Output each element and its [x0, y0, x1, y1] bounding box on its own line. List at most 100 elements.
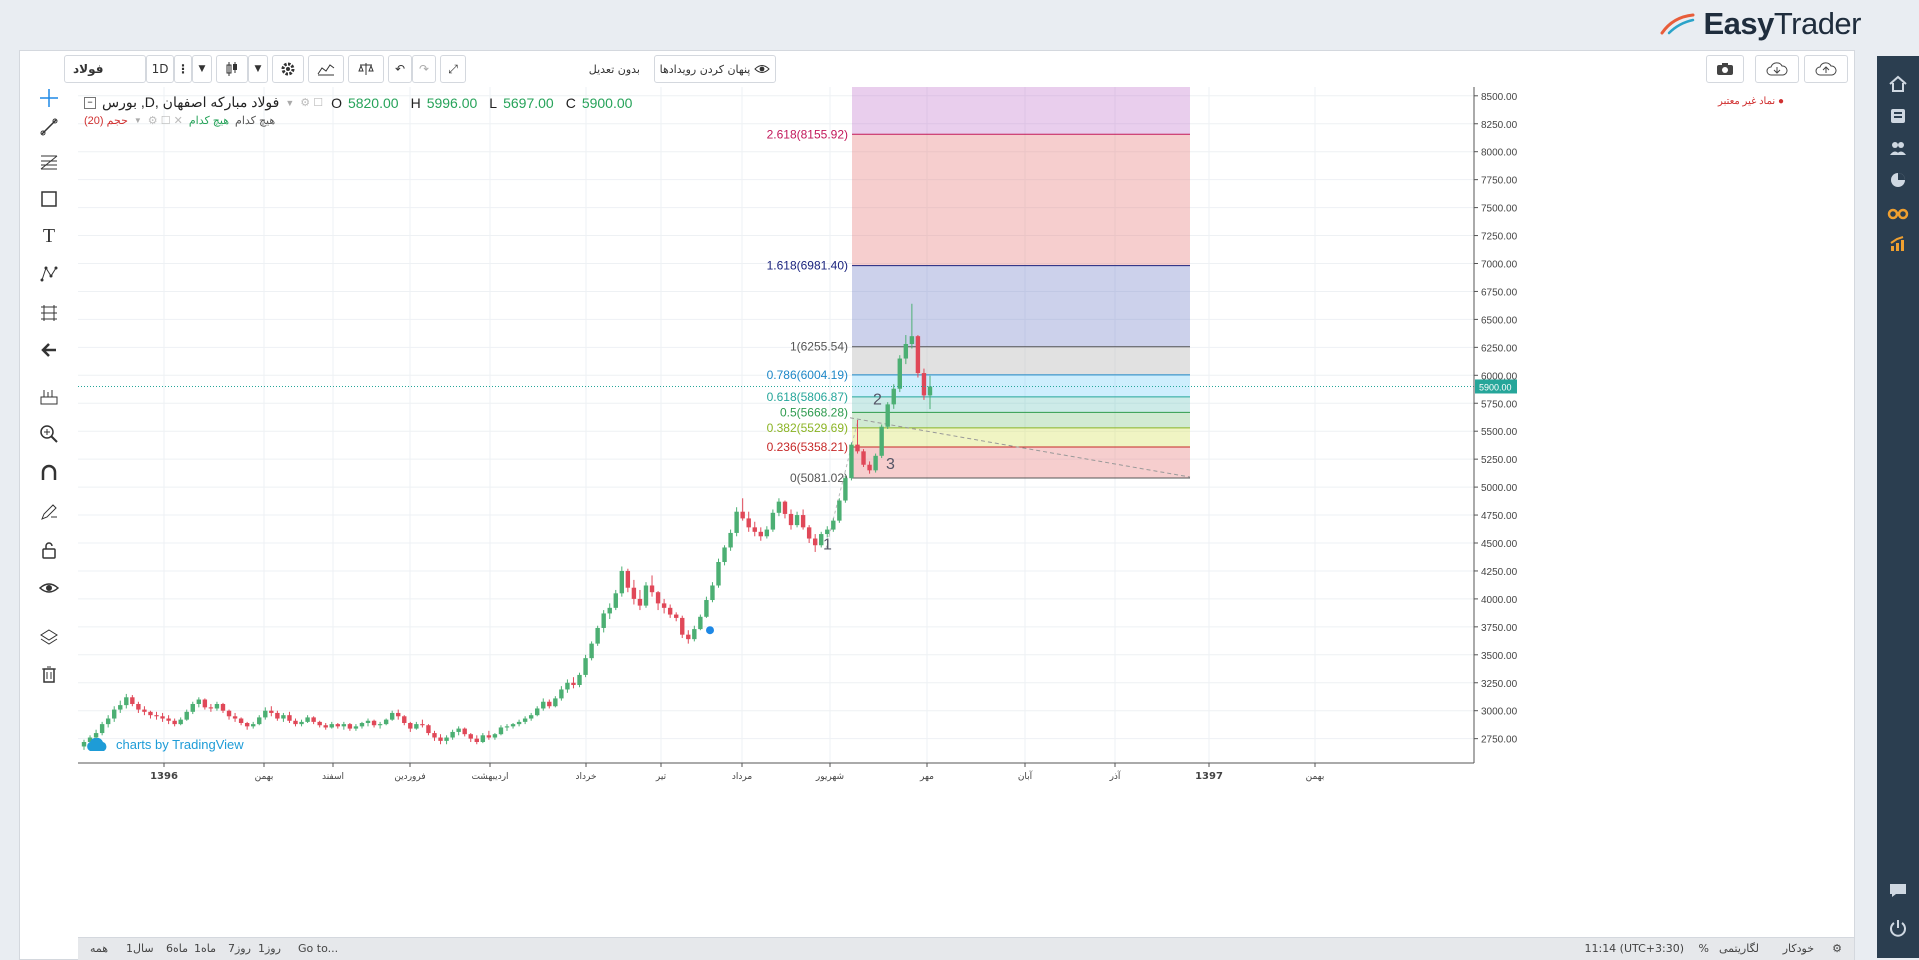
range-button-3[interactable]: 1ماه	[194, 942, 217, 955]
measure-tool-icon[interactable]	[34, 382, 64, 412]
candle-body	[867, 464, 872, 471]
range-button-1[interactable]: 1سال	[126, 942, 154, 955]
home-icon[interactable]	[1877, 68, 1919, 100]
lock-icon[interactable]	[34, 535, 64, 565]
volume-dropdown-icon[interactable]: ▼	[133, 116, 142, 125]
hide-events-button[interactable]: پنهان کردن رویدادها	[654, 55, 776, 83]
candle-body	[263, 710, 268, 718]
fib-tool-icon[interactable]	[34, 147, 64, 177]
log-toggle[interactable]: لگاریتمی	[1719, 942, 1759, 955]
chart-svg[interactable]: 2.618(8155.92) 1.618(6981.40) 1(6255.54) 0.…	[78, 87, 1854, 937]
stay-drawing-icon[interactable]	[34, 497, 64, 527]
range-button-0[interactable]: همه	[90, 942, 109, 955]
auto-toggle[interactable]: خودکار	[1782, 942, 1814, 955]
rectangle-shape-icon[interactable]	[34, 184, 64, 214]
interval-more-icon[interactable]: ⋮	[174, 55, 192, 83]
title-dropdown-icon[interactable]: ▼	[285, 97, 295, 108]
indicators-icon[interactable]	[308, 55, 344, 83]
candle-body	[136, 703, 141, 710]
trash-icon[interactable]	[34, 659, 64, 689]
cloud-download-icon[interactable]	[1755, 55, 1799, 83]
interval-dropdown-icon[interactable]: ▼	[192, 55, 212, 83]
volume-settings-icon[interactable]: ⚙ ☐ ✕	[147, 115, 183, 127]
candle-style-icon[interactable]	[216, 55, 248, 83]
candle-body	[788, 513, 794, 526]
candle-body	[341, 724, 347, 727]
eye-icon	[754, 65, 771, 73]
candle-body	[577, 674, 582, 685]
compare-scale-icon[interactable]	[348, 55, 384, 83]
wave-label: 2	[873, 391, 882, 408]
price-chart[interactable]: 2.618(8155.92) 1.618(6981.40) 1(6255.54) 0.…	[78, 87, 1854, 959]
brand-logo[interactable]: EasyTrader	[1659, 6, 1862, 42]
candle-body	[571, 682, 576, 685]
price-tick-label: 3250.00	[1481, 679, 1518, 690]
magnet-icon[interactable]	[34, 458, 64, 488]
collapse-icon[interactable]: −	[84, 96, 96, 109]
candle-body	[722, 547, 727, 563]
power-icon[interactable]	[1877, 912, 1919, 944]
candle-body	[734, 511, 739, 533]
time-tick-label: شهریور	[815, 772, 844, 782]
candle-body	[480, 735, 486, 743]
candle-body	[879, 426, 884, 456]
candle-body	[353, 726, 359, 729]
text-tool-icon[interactable]: T	[42, 224, 56, 247]
candle-body	[819, 534, 824, 546]
candle-body	[130, 697, 135, 704]
candle-body	[371, 720, 377, 726]
close-label: C	[565, 94, 576, 111]
candle-body	[782, 501, 788, 514]
candle-body	[208, 707, 214, 709]
prediction-tool-icon[interactable]	[34, 298, 64, 328]
zoom-in-icon[interactable]	[34, 419, 64, 449]
bar-growth-icon[interactable]	[1877, 228, 1919, 260]
open-label: O	[331, 94, 342, 111]
candle-body	[196, 699, 202, 704]
percent-toggle[interactable]: %	[1698, 942, 1709, 955]
fib-zone	[852, 87, 1190, 135]
candle-body	[613, 593, 618, 608]
interval-button[interactable]: 1D	[146, 55, 174, 83]
fullscreen-icon[interactable]: ⤢	[440, 55, 466, 83]
candle-body	[825, 529, 830, 535]
undo-icon[interactable]: ↶	[388, 55, 412, 83]
redo-icon[interactable]: ↷	[412, 55, 436, 83]
tradingview-watermark[interactable]: charts by TradingView	[84, 737, 244, 752]
chart-style-dropdown-icon[interactable]: ▼	[248, 55, 268, 83]
eye-visibility-icon[interactable]	[34, 573, 64, 603]
range-button-2[interactable]: 6ماه	[166, 942, 189, 955]
chat-icon[interactable]	[1877, 874, 1919, 906]
open-value: 5820.00	[347, 94, 399, 111]
users-icon[interactable]	[1877, 132, 1919, 164]
candle-body	[118, 705, 123, 710]
crosshair-icon[interactable]	[34, 83, 64, 113]
candle-body	[915, 336, 921, 374]
symbol-search-input[interactable]: فولاد	[64, 55, 146, 83]
wave-label: 1	[823, 537, 832, 554]
adjustment-label[interactable]: بدون تعدیل	[470, 55, 652, 83]
symbol-title: بورس ,D, فولاد مبارکه اصفهان	[102, 94, 280, 110]
legend-settings-icon[interactable]: ⚙ ☐	[300, 97, 324, 109]
trend-line-icon[interactable]	[34, 112, 64, 142]
fib-level-label: 0.382(5529.69)	[767, 421, 848, 435]
candle-body	[873, 455, 878, 471]
news-icon[interactable]	[1877, 100, 1919, 132]
fib-zone	[852, 396, 1190, 413]
goto-button[interactable]: Go to...	[298, 942, 339, 955]
pie-chart-icon[interactable]	[1877, 164, 1919, 196]
candle-body	[528, 715, 534, 719]
candle-body	[806, 527, 812, 539]
fib-level-label: 0.5(5668.28)	[780, 405, 848, 419]
range-button-5[interactable]: 1روز	[258, 942, 281, 955]
settings-gear-icon[interactable]	[272, 55, 304, 83]
pattern-tool-icon[interactable]	[34, 259, 64, 289]
range-button-4[interactable]: 7روز	[228, 942, 251, 955]
status-settings-icon[interactable]: ⚙	[1832, 942, 1842, 955]
binoculars-icon[interactable]	[1877, 196, 1919, 228]
layers-icon[interactable]	[34, 622, 64, 652]
camera-icon[interactable]	[1706, 55, 1744, 83]
cloud-upload-icon[interactable]	[1804, 55, 1848, 83]
back-arrow-icon[interactable]	[34, 335, 64, 365]
candle-body	[293, 720, 298, 725]
